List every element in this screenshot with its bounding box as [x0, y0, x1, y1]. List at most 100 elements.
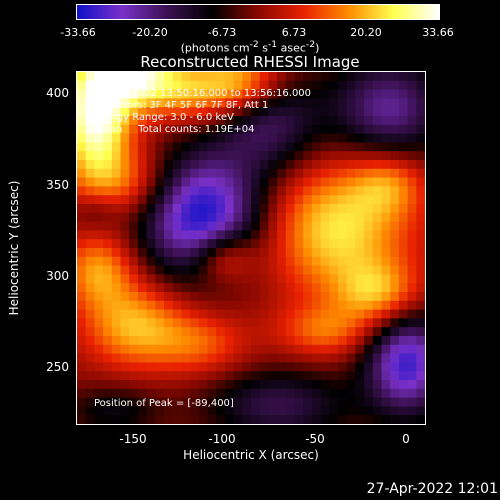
- heatmap-cell: [120, 72, 130, 82]
- heatmap-cell: [198, 327, 209, 337]
- heatmap-cell: [268, 353, 278, 363]
- heatmap-cell: [155, 80, 165, 91]
- heatmap-cell: [155, 221, 165, 231]
- heatmap-cell: [111, 204, 122, 214]
- heatmap-cell: [216, 142, 226, 152]
- heatmap-cell: [277, 186, 287, 196]
- heatmap-cell: [198, 239, 209, 249]
- heatmap-cell: [181, 239, 191, 249]
- heatmap-cell: [103, 344, 113, 355]
- heatmap-cell: [155, 274, 165, 284]
- heatmap-cell: [303, 318, 313, 328]
- heatmap-cell: [277, 274, 287, 284]
- heatmap-cell: [390, 212, 400, 223]
- heatmap-cell: [381, 168, 391, 179]
- heatmap-cell: [120, 327, 130, 337]
- heatmap-cell: [181, 353, 191, 363]
- heatmap-cell: [77, 80, 87, 91]
- heatmap-cell: [416, 72, 425, 82]
- heatmap-cell: [285, 292, 296, 302]
- heatmap-cell: [242, 89, 252, 99]
- heatmap-cell: [146, 300, 156, 311]
- heatmap-cell: [94, 168, 104, 179]
- heatmap-cell: [233, 160, 243, 170]
- heatmap-cell: [242, 309, 252, 319]
- heatmap-cell: [94, 80, 104, 91]
- heatmap-cell: [259, 72, 269, 82]
- heatmap-cell: [320, 283, 330, 293]
- heatmap-cell: [233, 362, 243, 372]
- heatmap-cell: [224, 212, 235, 223]
- heatmap-cell: [390, 89, 400, 99]
- heatmap-cell: [338, 371, 348, 381]
- heatmap-cell: [172, 309, 182, 319]
- heatmap-cell: [155, 195, 165, 205]
- heatmap-cell: [129, 371, 139, 381]
- heatmap-cell: [390, 318, 400, 328]
- heatmap-cell: [407, 283, 417, 293]
- heatmap-cell: [355, 344, 365, 355]
- heatmap-cell: [303, 327, 313, 337]
- heatmap-cell: [146, 265, 156, 275]
- heatmap-cell: [164, 371, 174, 381]
- heatmap-cell: [137, 292, 148, 302]
- x-tick-label: -50: [305, 432, 325, 446]
- heatmap-cell: [398, 168, 409, 179]
- heatmap-cell: [77, 283, 87, 293]
- heatmap-cell: [233, 353, 243, 363]
- heatmap-cell: [146, 124, 156, 135]
- heatmap-cell: [355, 239, 365, 249]
- heatmap-cell: [364, 415, 374, 424]
- heatmap-cell: [164, 221, 174, 231]
- heatmap-cell: [329, 151, 339, 161]
- heatmap-cell: [320, 336, 330, 346]
- heatmap-cell: [416, 292, 425, 302]
- heatmap-cell: [285, 256, 296, 267]
- heatmap-cell: [111, 72, 122, 82]
- heatmap-cell: [277, 195, 287, 205]
- heatmap-cell: [190, 283, 200, 293]
- colorbar-tick-label: -6.73: [207, 26, 237, 39]
- heatmap-cell: [338, 274, 348, 284]
- heatmap-cell: [129, 300, 139, 311]
- heatmap-cell: [77, 415, 87, 424]
- heatmap-cell: [311, 151, 322, 161]
- heatmap-cell: [155, 107, 165, 117]
- heatmap-cell: [120, 107, 130, 117]
- heatmap-cell: [120, 380, 130, 390]
- heatmap-cell: [311, 177, 322, 187]
- heatmap-cell: [285, 415, 296, 424]
- heatmap-cell: [146, 248, 156, 258]
- heatmap-cell: [172, 256, 182, 267]
- heatmap-cell: [251, 133, 261, 143]
- heatmap-cell: [198, 265, 209, 275]
- heatmap-cell: [277, 318, 287, 328]
- heatmap-cell: [398, 133, 409, 143]
- heatmap-cell: [416, 274, 425, 284]
- heatmap-cell: [311, 212, 322, 223]
- heatmap-cell: [164, 204, 174, 214]
- heatmap-cell: [94, 292, 104, 302]
- heatmap-cell: [303, 80, 313, 91]
- heatmap-cell: [137, 283, 148, 293]
- heatmap-cell: [224, 371, 235, 381]
- heatmap-cell: [216, 151, 226, 161]
- heatmap-cell: [381, 177, 391, 187]
- heatmap-cell: [103, 371, 113, 381]
- heatmap-cell: [338, 195, 348, 205]
- heatmap-cell: [372, 107, 383, 117]
- heatmap-cell: [242, 248, 252, 258]
- heatmap-cell: [364, 168, 374, 179]
- heatmap-cell: [242, 195, 252, 205]
- heatmap-cell: [329, 362, 339, 372]
- heatmap-cell: [172, 336, 182, 346]
- heatmap-cell: [233, 380, 243, 390]
- heatmap-cell: [268, 195, 278, 205]
- heatmap-cell: [355, 274, 365, 284]
- heatmap-cell: [364, 300, 374, 311]
- heatmap-cell: [320, 344, 330, 355]
- heatmap-cell: [407, 186, 417, 196]
- heatmap-cell: [216, 344, 226, 355]
- chart-title: Reconstructed RHESSI Image: [140, 53, 360, 71]
- heatmap-cell: [129, 353, 139, 363]
